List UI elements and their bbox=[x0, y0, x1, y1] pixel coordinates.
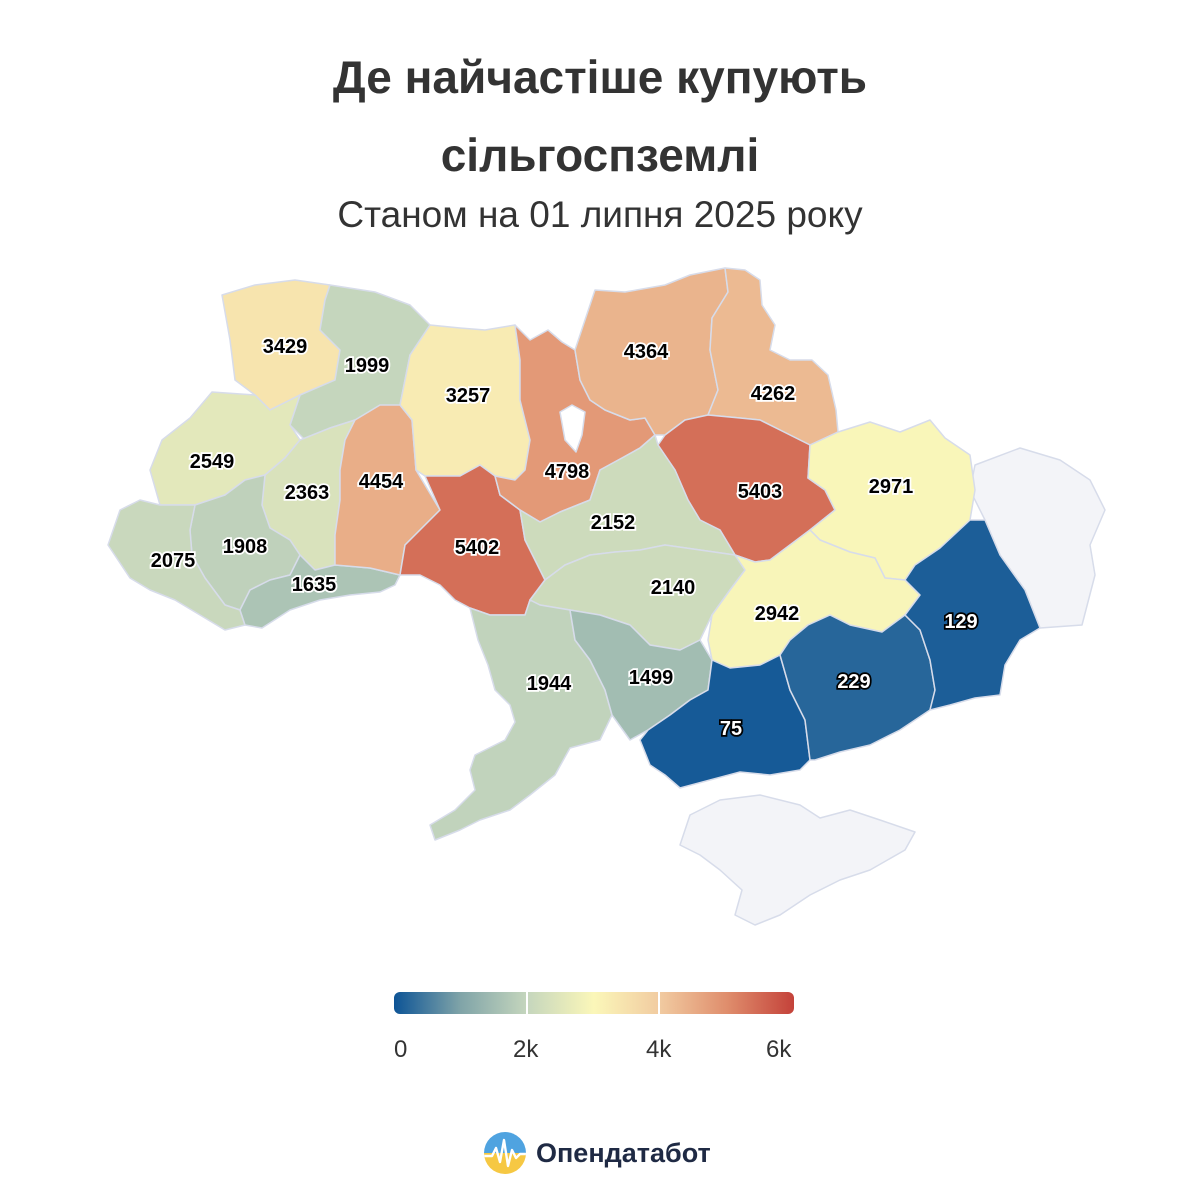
opendatabot-logo-icon bbox=[484, 1132, 526, 1174]
map-subtitle: Станом на 01 липня 2025 року bbox=[337, 194, 863, 235]
label-kherson: 75 bbox=[720, 718, 742, 740]
label-cherkasy: 2152 bbox=[591, 512, 636, 534]
legend-label-0: 0 bbox=[394, 1036, 408, 1063]
map-title-line-2: сільгоспземлі bbox=[440, 129, 760, 181]
label-ivano-frankivsk: 1908 bbox=[223, 536, 268, 558]
label-sumy: 4262 bbox=[751, 383, 796, 405]
label-odesa: 1944 bbox=[527, 673, 572, 695]
label-vinnytsia: 5402 bbox=[455, 537, 500, 559]
label-ternopil: 2363 bbox=[285, 482, 330, 504]
legend-label-2k: 2k bbox=[513, 1036, 539, 1063]
legend-tick-mark bbox=[526, 992, 528, 1014]
label-donetsk: 129 bbox=[944, 611, 977, 633]
label-zakarpattia: 2075 bbox=[151, 550, 196, 572]
label-zhytomyr: 3257 bbox=[446, 385, 491, 407]
label-zaporizhzhia: 229 bbox=[837, 671, 870, 693]
label-chernivtsi: 1635 bbox=[292, 574, 337, 596]
color-scale-legend bbox=[394, 992, 794, 1014]
region-cherkasy[interactable] bbox=[519, 434, 736, 581]
label-kirovohrad: 2140 bbox=[651, 577, 696, 599]
legend-label-6k: 6k bbox=[766, 1036, 792, 1063]
legend-label-4k: 4k bbox=[646, 1036, 672, 1063]
region-value-labels: 3429 1999 2549 2363 1908 2075 1635 4454 … bbox=[149, 334, 979, 742]
brand-name: Опендатабот bbox=[536, 1137, 711, 1168]
region-donetsk[interactable] bbox=[904, 519, 1041, 711]
label-dnipropetrovsk: 2942 bbox=[755, 603, 800, 625]
region-zakarpattia[interactable] bbox=[107, 499, 246, 631]
label-khmelnytskyi: 4454 bbox=[359, 471, 404, 493]
label-volyn: 3429 bbox=[263, 336, 308, 358]
brand-logo: Опендатабот bbox=[484, 1132, 711, 1174]
label-poltava: 5403 bbox=[738, 481, 783, 503]
label-kyiv: 4798 bbox=[545, 461, 590, 483]
label-lviv: 2549 bbox=[190, 451, 235, 473]
legend-tick-mark bbox=[658, 992, 660, 1014]
map-title-line-1: Де найчастіше купують bbox=[332, 51, 868, 103]
region-chernivtsi[interactable] bbox=[239, 554, 401, 629]
label-chernihiv: 4364 bbox=[624, 341, 669, 363]
label-kharkiv: 2971 bbox=[869, 476, 914, 498]
label-mykolaiv: 1499 bbox=[629, 667, 674, 689]
region-crimea[interactable] bbox=[679, 794, 916, 926]
label-rivne: 1999 bbox=[345, 355, 390, 377]
